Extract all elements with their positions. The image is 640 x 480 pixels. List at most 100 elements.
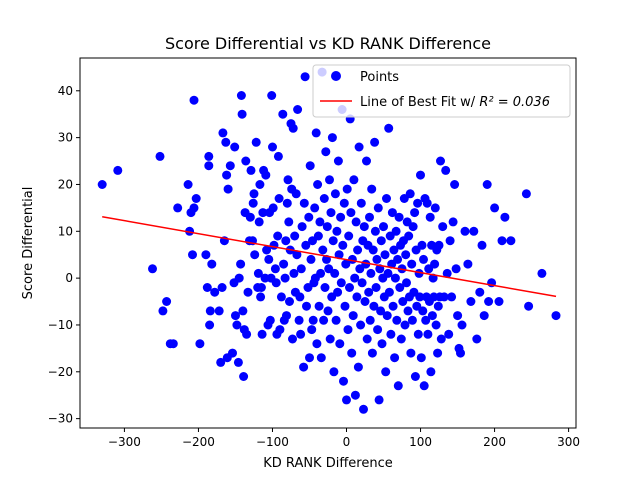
data-point [380,250,390,260]
data-point [469,226,479,236]
data-point [225,161,235,171]
legend-label-fit-math: R² = 0.036 [479,95,550,110]
data-point [551,311,561,321]
data-point [295,292,305,302]
data-point [524,301,534,311]
data-point [450,180,460,189]
data-point [283,175,293,185]
data-point [415,292,425,302]
data-point [267,91,277,100]
data-point [307,325,317,335]
data-point [388,301,398,311]
data-point [349,175,359,185]
data-point [346,208,356,218]
data-point [258,208,268,218]
data-point [183,180,193,189]
data-point [250,250,260,260]
data-point [234,273,244,283]
data-point [210,287,220,297]
data-point [441,165,451,175]
y-axis-ticks: −30 −20 −10 0 10 20 30 40 [48,84,80,426]
x-axis-ticks: −300 −200 −100 0 100 200 300 [108,428,580,449]
data-point [416,353,426,363]
data-point [400,320,410,330]
data-point [361,259,371,269]
data-point [204,161,214,171]
data-point [255,180,265,189]
data-point [329,367,339,377]
data-point [292,250,302,260]
data-point [304,212,314,222]
data-point [230,142,240,152]
data-point [389,245,399,255]
data-point [313,231,323,241]
data-point [402,278,411,288]
data-point [300,72,310,82]
legend-label-fit-text: Line of Best Fit w/ [360,95,476,110]
x-axis-label: KD RANK Difference [263,456,392,471]
legend-label-points: Points [360,70,399,85]
data-point [217,283,227,292]
data-point [313,180,323,189]
y-tick-label: −10 [48,318,73,332]
data-point [333,287,343,297]
data-point [276,292,286,302]
data-point [318,245,328,255]
data-point [248,198,258,208]
data-point [168,339,178,349]
data-point [494,297,504,306]
data-point [299,198,309,208]
data-point [376,236,386,246]
data-point [444,329,454,339]
data-point [442,268,452,278]
data-point [302,301,311,311]
data-point [273,231,283,241]
fit-line-layer [102,216,557,298]
x-tick-label: −100 [256,435,289,449]
legend: Points Line of Best Fit w/ R² = 0.036 [312,64,571,118]
data-point [373,203,383,213]
data-point [113,165,123,175]
data-point [436,156,445,166]
data-point [347,348,357,358]
data-point [335,339,345,349]
data-point [222,170,232,180]
legend-label-fit: Line of Best Fit w/ R² = 0.036 [360,95,550,110]
data-point [282,311,291,321]
axes-frame [79,57,577,429]
y-tick-label: 20 [58,177,73,191]
data-point [404,231,414,241]
data-point [394,212,404,222]
data-point [288,123,298,133]
data-point [278,109,288,119]
data-point [328,236,338,246]
data-point [472,334,482,344]
data-point [253,268,263,278]
data-point [353,362,363,372]
data-point [264,254,274,264]
data-point [322,222,332,232]
data-point [330,268,340,278]
data-point [314,301,324,311]
data-point [342,184,352,194]
data-point [336,212,346,222]
data-point [426,367,436,377]
y-tick-label: −20 [48,365,73,379]
data-point [419,381,429,391]
data-point [334,250,344,260]
data-point [338,240,348,250]
data-point [216,357,226,367]
data-point [390,273,400,283]
data-point [325,175,334,185]
data-point [457,320,467,330]
data-point [381,367,391,377]
data-point [427,311,437,321]
data-point [97,180,107,189]
data-point [333,156,343,166]
data-point [332,226,342,236]
data-point [356,198,366,208]
data-point [445,236,455,246]
data-point [490,203,500,213]
data-point [326,208,336,218]
data-point [291,189,301,199]
